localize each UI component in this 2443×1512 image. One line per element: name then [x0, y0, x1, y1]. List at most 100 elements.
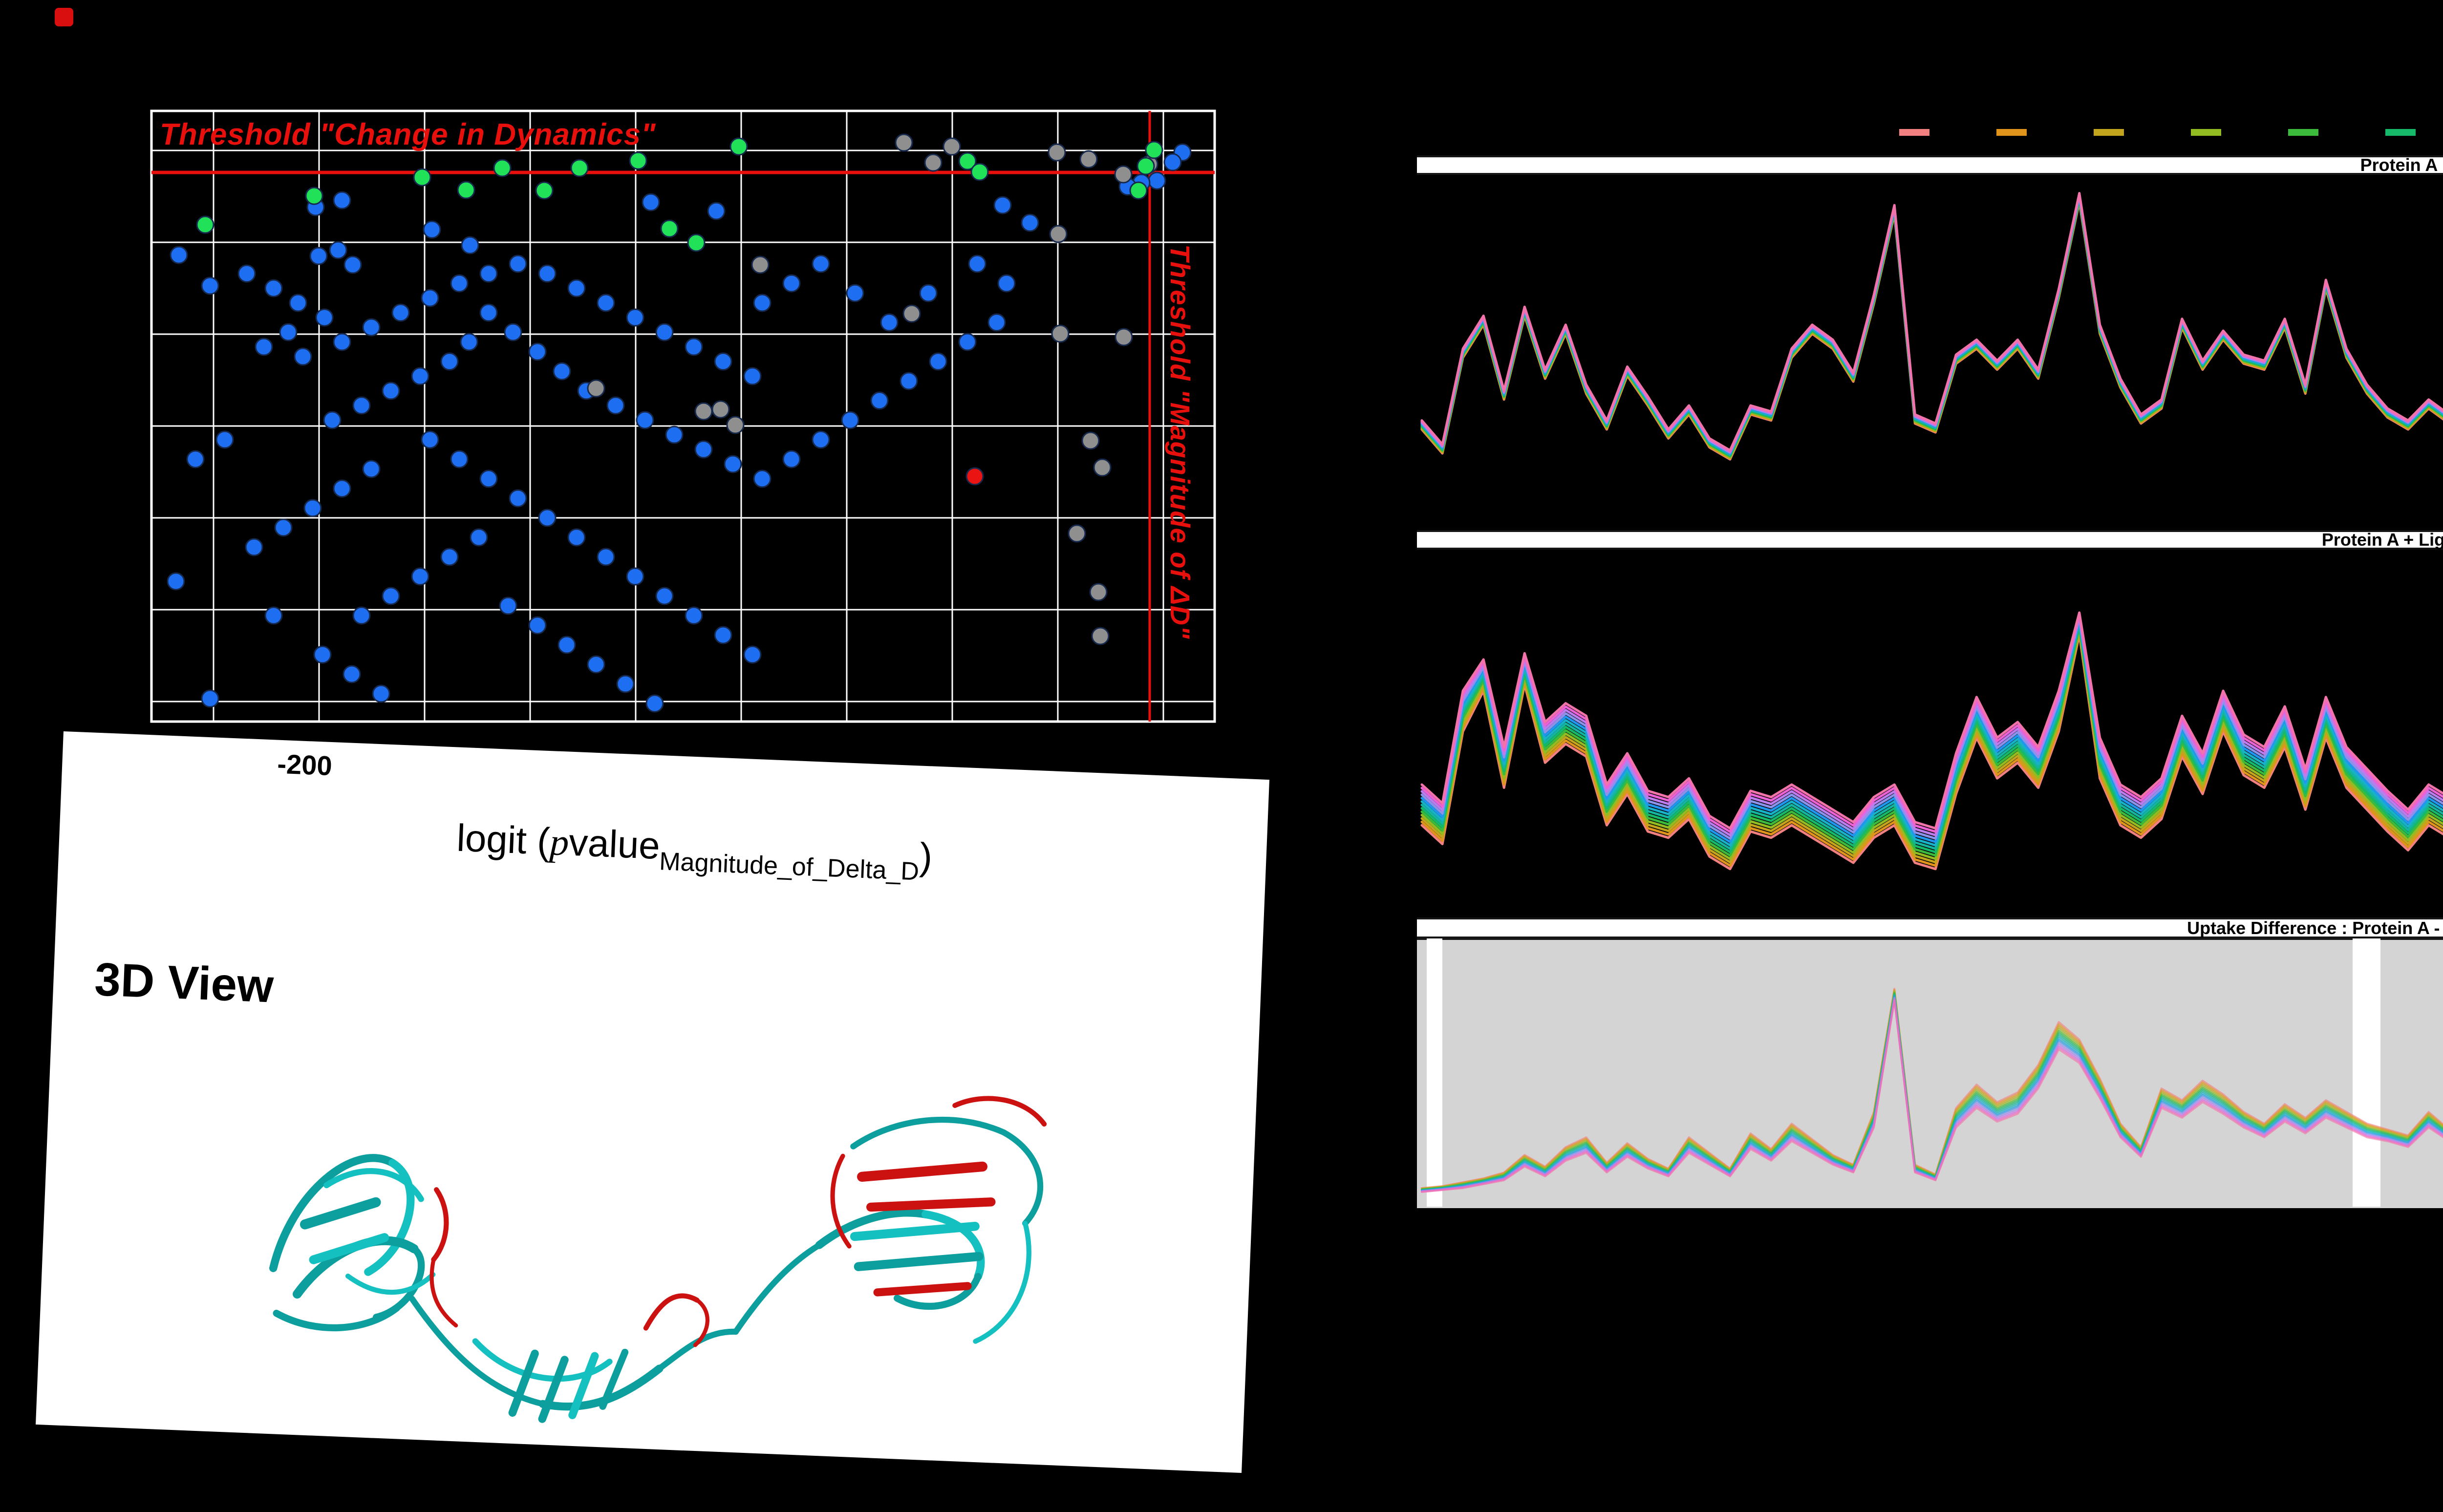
- scatter-point-blue: [1163, 153, 1182, 171]
- panel-title-protein-a: Protein A: [1417, 155, 2443, 175]
- scatter-point-blue: [504, 323, 522, 341]
- panel-title-uptake-difference: Uptake Difference : Protein A - (Protein…: [1417, 917, 2443, 938]
- scatter-point-blue: [382, 587, 400, 605]
- scatter-point-blue: [993, 196, 1012, 214]
- scatter-point-green: [196, 215, 214, 234]
- uptake-line-timepoint-11: [1420, 615, 2443, 836]
- scatter-point-blue: [880, 313, 899, 332]
- scatter-point-blue: [362, 318, 381, 337]
- x-axis-label-p: p: [549, 820, 570, 864]
- record-indicator: [55, 8, 73, 26]
- uptake-chart-protein-a[interactable]: [1417, 177, 2443, 530]
- panel-title-protein-a-ligand: Protein A + Ligand: [1417, 530, 2443, 550]
- scatter-point-gray: [1049, 225, 1068, 243]
- volcano-plot[interactable]: [0, 0, 1270, 733]
- scatter-point-blue: [567, 528, 586, 547]
- legend-swatch-timepoint-1[interactable]: [1899, 129, 1929, 136]
- scatter-point-blue: [707, 202, 726, 220]
- threshold-magnitude-label: Threshold "Magnitude of ΔD": [1165, 244, 1196, 639]
- scatter-point-green: [970, 163, 989, 181]
- ribbon-strand-red: [429, 1257, 458, 1328]
- scatter-point-blue: [479, 303, 498, 322]
- uptake-line-timepoint-10: [1420, 194, 2443, 454]
- ribbon-strand-red: [952, 1096, 1047, 1127]
- scatter-point-blue: [753, 294, 771, 312]
- scatter-point-blue: [343, 256, 362, 274]
- gap-band: [2353, 938, 2380, 1207]
- scatter-point-blue: [440, 352, 459, 371]
- protein-ribbon-structure[interactable]: [176, 1030, 1121, 1507]
- scatter-point-green: [305, 187, 323, 205]
- scatter-point-green: [687, 234, 706, 252]
- ribbon-strand-teal: [656, 1328, 739, 1372]
- legend-swatch-timepoint-2[interactable]: [1996, 129, 2027, 136]
- panel-title-uptake-difference-text: Uptake Difference : Protein A - (Protein…: [2187, 917, 2443, 938]
- scatter-point-blue: [655, 587, 674, 605]
- scatter-point-blue: [929, 352, 947, 371]
- scatter-point-blue: [279, 323, 298, 341]
- uptake-line-timepoint-12: [1420, 613, 2443, 833]
- panel-title-protein-a-text: Protein A: [2360, 155, 2438, 175]
- scatter-point-green: [1145, 141, 1163, 159]
- scatter-point-blue: [499, 596, 517, 615]
- uptake-line-timepoint-4: [1421, 991, 2443, 1190]
- ribbon-strand-teal: [273, 1304, 400, 1332]
- scatter-point-blue: [997, 274, 1016, 293]
- scatter-point-blue: [170, 246, 188, 264]
- scatter-point-blue: [245, 538, 263, 556]
- uptake-difference-plot-background: [1417, 938, 2443, 1208]
- uptake-line-timepoint-10: [1421, 997, 2443, 1192]
- scatter-point-blue: [642, 193, 660, 212]
- scatter-point-green: [1129, 181, 1148, 200]
- scatter-point-blue: [167, 572, 185, 591]
- scatter-point-blue: [616, 675, 635, 693]
- scatter-point-red: [965, 467, 984, 486]
- ribbon-strand-red: [857, 1161, 987, 1182]
- scatter-point-blue: [665, 426, 684, 444]
- scatter-point-blue: [309, 247, 328, 265]
- scatter-point-blue: [528, 342, 547, 361]
- scatter-point-blue: [958, 333, 977, 351]
- scatter-point-green: [457, 181, 475, 199]
- scatter-point-green: [493, 159, 512, 177]
- uptake-line-timepoint-1: [1420, 633, 2443, 871]
- uptake-chart-protein-a-ligand[interactable]: [1417, 550, 2443, 917]
- scatter-point-blue: [509, 489, 527, 508]
- uptake-line-timepoint-3: [1421, 990, 2443, 1190]
- legend-swatch-timepoint-4[interactable]: [2191, 129, 2221, 136]
- uptake-difference-chart[interactable]: [1417, 938, 2443, 1207]
- legend-swatch-timepoint-3[interactable]: [2094, 129, 2124, 136]
- scatter-point-blue: [333, 333, 351, 351]
- scatter-point-blue: [597, 548, 615, 566]
- scatter-point-blue: [655, 323, 674, 341]
- scatter-point-blue: [479, 264, 498, 283]
- scatter-point-blue: [352, 396, 371, 415]
- uptake-line-timepoint-3: [1420, 629, 2443, 864]
- uptake-line-timepoint-5: [1421, 992, 2443, 1191]
- uptake-line-timepoint-5: [1420, 626, 2443, 857]
- scatter-point-blue: [538, 509, 557, 527]
- scatter-point-blue: [460, 333, 478, 351]
- scatter-point-blue: [333, 479, 351, 498]
- scatter-point-blue: [352, 606, 371, 625]
- uptake-line-timepoint-10: [1420, 617, 2443, 840]
- scatter-point-gray: [1081, 431, 1100, 450]
- uptake-line-timepoint-13: [1421, 1000, 2443, 1193]
- legend-swatch-timepoint-6[interactable]: [2385, 129, 2416, 136]
- scatter-point-blue: [900, 372, 918, 390]
- scatter-point-green: [535, 181, 554, 200]
- legend-swatch-timepoint-5[interactable]: [2288, 129, 2318, 136]
- panel-title-protein-a-ligand-text: Protein A + Ligand: [2321, 530, 2443, 550]
- scatter-point-blue: [782, 450, 801, 469]
- uptake-line-timepoint-11: [1421, 998, 2443, 1193]
- scatter-point-blue: [274, 518, 293, 537]
- ribbon-strand-teal: [921, 1210, 985, 1280]
- threshold-change-in-dynamics-label: Threshold "Change in Dynamics": [160, 118, 656, 151]
- scatter-point-gray: [1079, 150, 1098, 169]
- uptake-line-timepoint-9: [1420, 195, 2443, 455]
- scatter-point-blue: [237, 264, 256, 283]
- scatter-point-gray: [1091, 627, 1110, 645]
- scatter-point-gray: [924, 153, 943, 172]
- scatter-point-blue: [606, 396, 625, 415]
- scatter-point-blue: [215, 430, 234, 449]
